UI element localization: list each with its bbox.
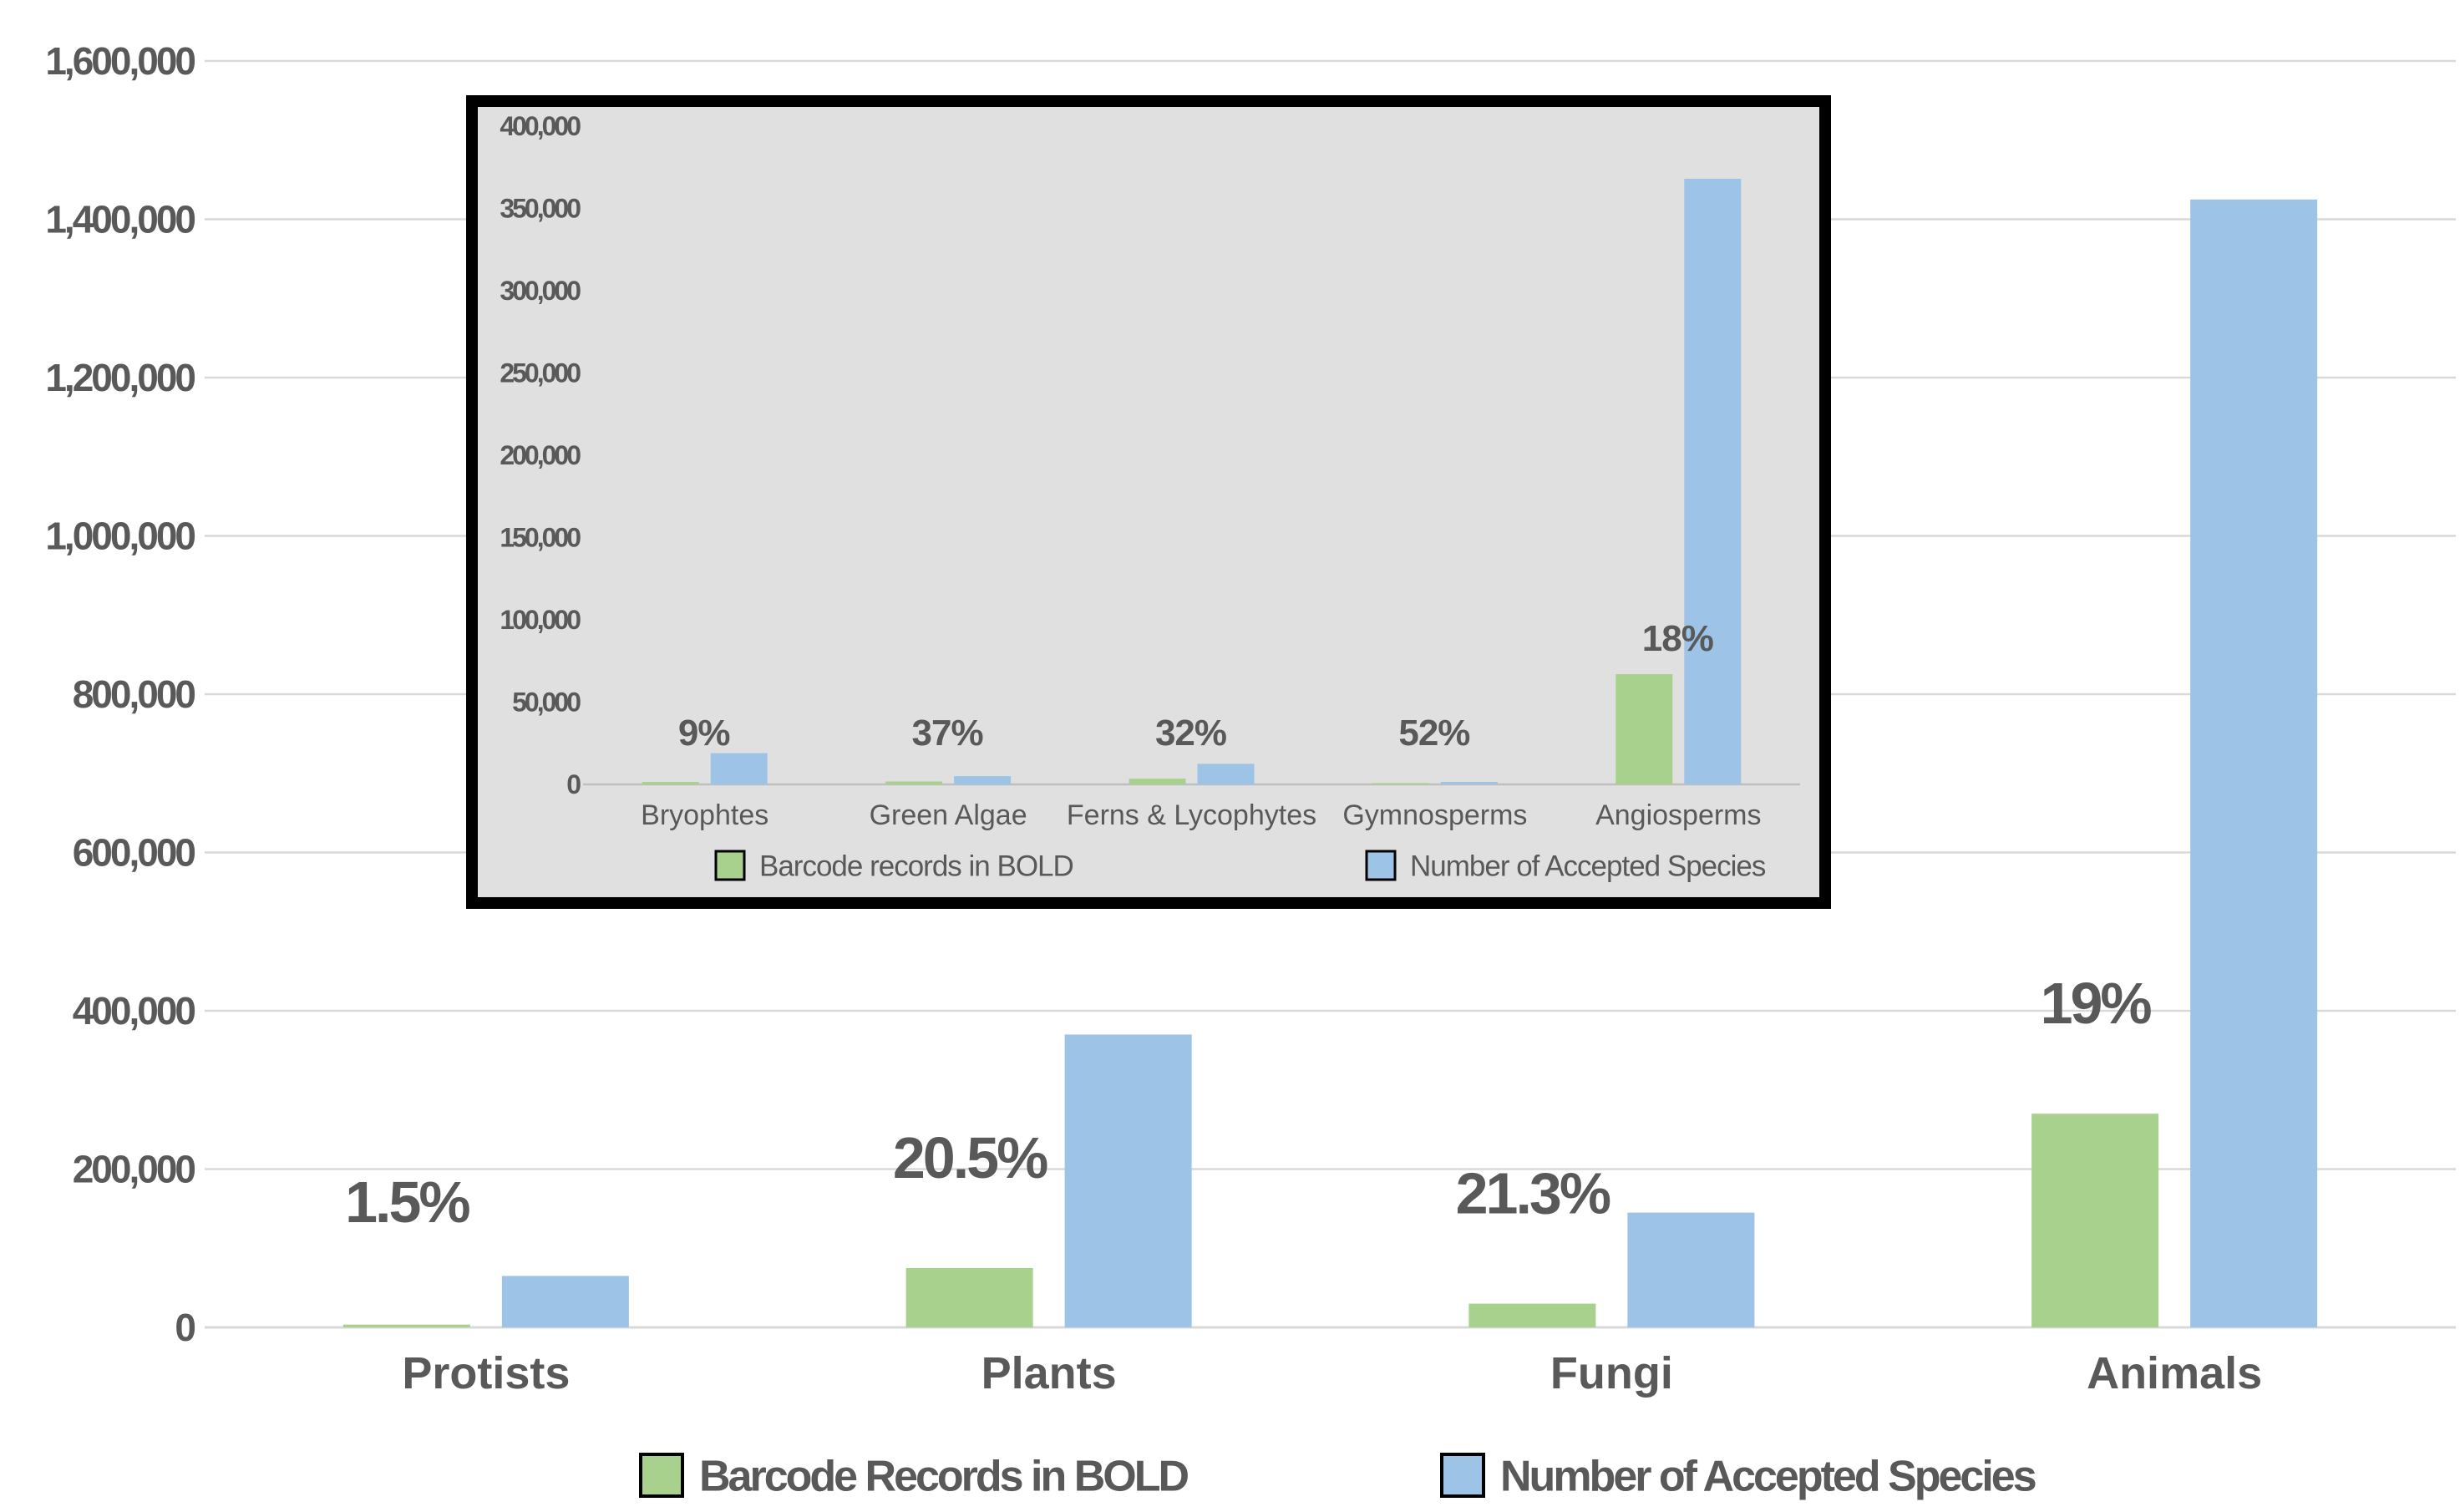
bar-accepted-species bbox=[1684, 179, 1742, 785]
bar-accepted-species bbox=[2190, 199, 2318, 1327]
percentage-label: 9% bbox=[678, 713, 730, 753]
legend-label: Number of Accepted Species bbox=[1410, 850, 1766, 883]
legend-swatch-barcode bbox=[639, 1453, 684, 1498]
percentage-label: 52% bbox=[1398, 713, 1469, 753]
bar-barcode-records bbox=[642, 782, 699, 784]
y-tick-label: 1,400,000 bbox=[45, 198, 195, 241]
y-tick-label: 150,000 bbox=[500, 523, 581, 553]
bar-accepted-species bbox=[1064, 1034, 1192, 1327]
inset-frame bbox=[466, 95, 1831, 909]
x-tick-label: Fungi bbox=[1550, 1348, 1673, 1398]
y-tick-label: 1,000,000 bbox=[45, 515, 195, 558]
bar-accepted-species bbox=[1627, 1212, 1755, 1327]
x-tick-label: Ferns & Lycophytes bbox=[1067, 799, 1316, 831]
x-tick-label: Bryophtes bbox=[641, 799, 768, 831]
bar-barcode-records bbox=[2031, 1114, 2159, 1327]
x-tick-label: Gymnosperms bbox=[1342, 799, 1527, 831]
percentage-label: 19% bbox=[2041, 971, 2152, 1036]
bar-accepted-species bbox=[1197, 764, 1255, 784]
legend-swatch-barcode bbox=[714, 850, 746, 881]
bar-barcode-records bbox=[1615, 674, 1673, 784]
y-tick-label: 0 bbox=[175, 1306, 195, 1349]
legend-swatch-species bbox=[1365, 850, 1397, 881]
y-tick-label: 0 bbox=[566, 769, 581, 799]
y-tick-label: 250,000 bbox=[500, 358, 581, 388]
bar-barcode-records bbox=[1372, 783, 1429, 784]
bar-barcode-records bbox=[1468, 1303, 1596, 1327]
bar-accepted-species bbox=[1440, 782, 1498, 784]
x-tick-label: Protists bbox=[402, 1348, 570, 1398]
percentage-label: 1.5% bbox=[345, 1170, 469, 1235]
y-tick-label: 1,200,000 bbox=[45, 356, 195, 399]
percentage-label: 18% bbox=[1642, 618, 1713, 659]
x-tick-label: Angiosperms bbox=[1595, 799, 1761, 831]
y-tick-label: 200,000 bbox=[500, 440, 581, 470]
legend-swatch-species bbox=[1440, 1453, 1485, 1498]
x-tick-label: Green Algae bbox=[870, 799, 1027, 831]
percentage-label: 32% bbox=[1155, 713, 1226, 753]
y-tick-label: 400,000 bbox=[73, 989, 195, 1033]
y-tick-label: 1,600,000 bbox=[45, 39, 195, 83]
y-tick-label: 400,000 bbox=[500, 111, 581, 141]
bar-barcode-records bbox=[885, 781, 943, 784]
inset-panel: 0 50,000 100,000 150,000 200,000 250,000 300,0… bbox=[466, 95, 1831, 909]
y-tick-label: 350,000 bbox=[500, 194, 581, 224]
y-tick-label: 600,000 bbox=[73, 831, 195, 875]
y-tick-label: 100,000 bbox=[500, 605, 581, 635]
legend-label: Number of Accepted Species bbox=[1500, 1453, 2036, 1501]
bar-barcode-records bbox=[905, 1267, 1033, 1327]
x-tick-label: Plants bbox=[981, 1348, 1117, 1398]
bar-barcode-records bbox=[342, 1324, 470, 1327]
y-tick-label: 800,000 bbox=[73, 672, 195, 716]
bar-accepted-species bbox=[710, 753, 768, 784]
percentage-label: 20.5% bbox=[893, 1125, 1047, 1190]
percentage-label: 21.3% bbox=[1456, 1161, 1610, 1226]
percentage-label: 37% bbox=[912, 713, 983, 753]
inset-chart: 0 50,000 100,000 150,000 200,000 250,000 300,0… bbox=[500, 111, 1800, 883]
x-tick-label: Animals bbox=[2087, 1348, 2262, 1398]
bar-barcode-records bbox=[1129, 779, 1186, 784]
bar-accepted-species bbox=[501, 1276, 629, 1327]
y-tick-label: 300,000 bbox=[500, 276, 581, 306]
legend-label: Barcode records in BOLD bbox=[759, 850, 1073, 883]
y-tick-label: 200,000 bbox=[73, 1148, 195, 1191]
y-tick-label: 50,000 bbox=[512, 688, 581, 718]
legend-label: Barcode Records in BOLD bbox=[699, 1453, 1188, 1501]
bar-accepted-species bbox=[954, 776, 1012, 784]
